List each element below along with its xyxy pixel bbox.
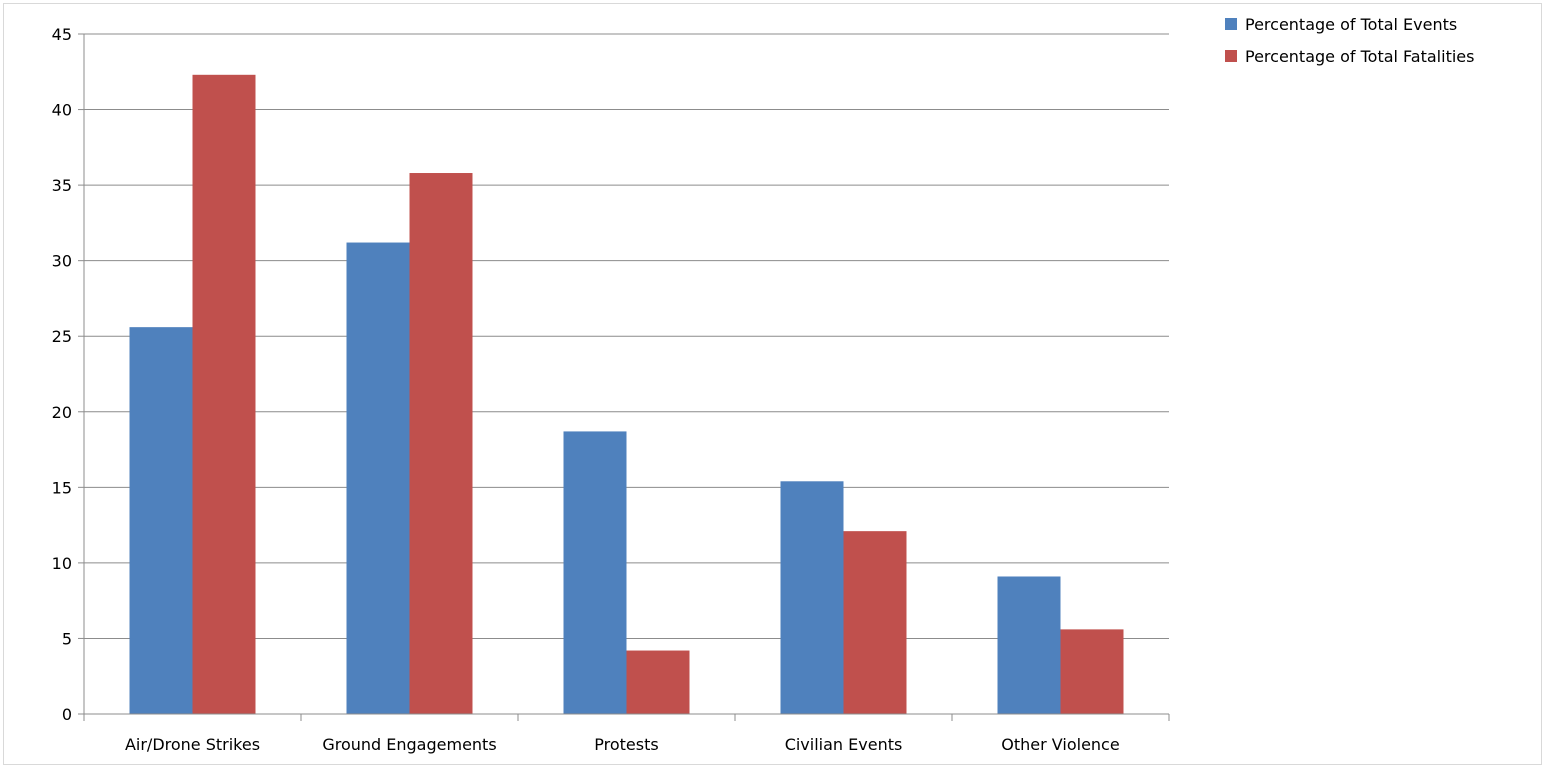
y-tick-label: 45 (52, 25, 72, 44)
gridlines (84, 33, 1169, 639)
bar-fatalities-0 (192, 74, 256, 715)
y-tick-label: 0 (62, 705, 72, 724)
axes: 0 5 10 15 20 25 30 35 40 45 Air/Drone Strikes Groun… (52, 25, 1170, 754)
bar-fatalities-3 (843, 531, 907, 714)
y-tick-label: 20 (52, 403, 72, 422)
x-tick-label: Ground Engagements (322, 735, 496, 754)
x-tick-label: Civilian Events (785, 735, 903, 754)
y-tick-label: 35 (52, 176, 72, 195)
bar-events-3 (780, 481, 844, 714)
x-tick-label: Air/Drone Strikes (125, 735, 260, 754)
y-tick-label: 30 (52, 252, 72, 271)
legend-swatch-0 (1225, 18, 1237, 30)
legend-label-0: Percentage of Total Events (1245, 15, 1457, 34)
bar-fatalities-2 (626, 650, 690, 714)
bar-fatalities-1 (409, 173, 473, 714)
y-tick-label: 10 (52, 554, 72, 573)
bar-events-2 (563, 431, 627, 714)
x-tick-label: Protests (594, 735, 658, 754)
y-tick-label: 40 (52, 101, 72, 120)
bar-events-1 (346, 242, 410, 715)
bar-events-0 (129, 327, 193, 714)
bar-fatalities-4 (1060, 629, 1124, 714)
bars (129, 74, 1124, 715)
y-tick-label: 5 (62, 629, 72, 648)
legend-swatch-1 (1225, 50, 1237, 62)
x-tick-label: Other Violence (1001, 735, 1119, 754)
bar-events-4 (997, 576, 1061, 714)
legend: Percentage of Total Events Percentage of … (1225, 15, 1474, 66)
legend-label-1: Percentage of Total Fatalities (1245, 47, 1474, 66)
y-tick-label: 25 (52, 327, 72, 346)
y-tick-label: 15 (52, 478, 72, 497)
